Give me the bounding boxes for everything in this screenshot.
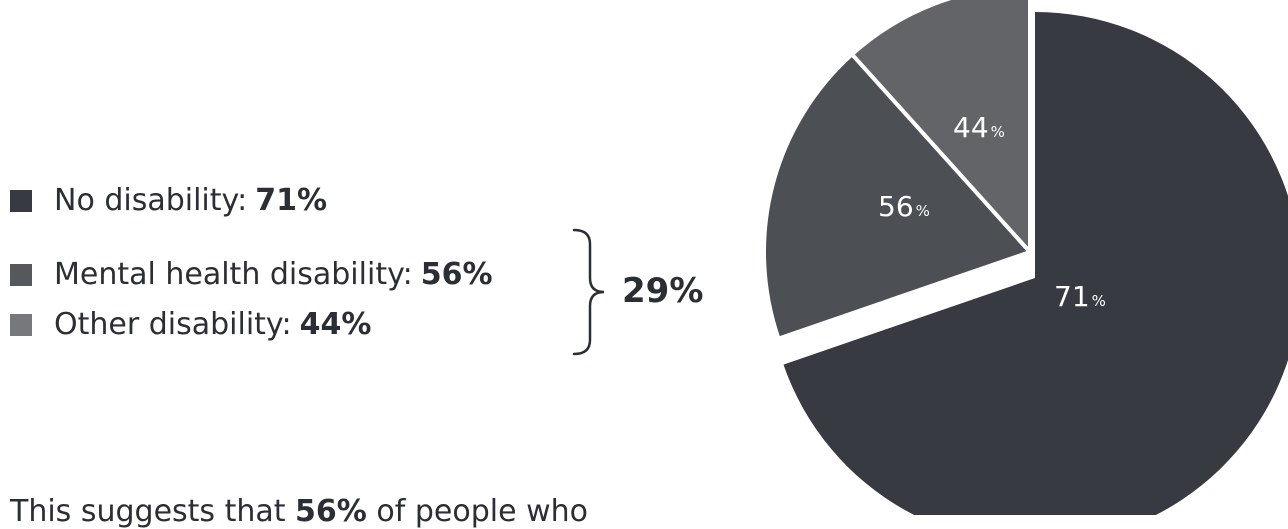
pie-slice-mental-health — [762, 52, 1032, 341]
legend-item-no-disability: No disability: 71% — [10, 186, 327, 216]
legend-value-no-disability: 71% — [255, 183, 328, 218]
legend-swatch-mental-health — [10, 264, 32, 286]
footer-text: This suggests that 56% of people who — [10, 497, 588, 527]
legend-item-other-disability: Other disability: 44% — [10, 310, 371, 340]
legend-label-no-disability: No disability: — [54, 183, 248, 218]
legend-label-other-disability: Other disability: — [54, 307, 292, 342]
pie-slice-no-disability — [783, 12, 1288, 515]
legend-value-other-disability: 44% — [299, 307, 372, 342]
footer-lead: This suggests that — [10, 494, 296, 529]
group-total-label: 29% — [622, 271, 704, 311]
pie-chart: 71 % 56 % 44% — [762, 0, 1288, 515]
group-brace — [572, 228, 605, 356]
legend-value-mental-health: 56% — [420, 257, 493, 292]
footer-rest: of people who — [366, 494, 588, 529]
legend-item-mental-health: Mental health disability: 56% — [10, 260, 493, 290]
legend-swatch-other-disability — [10, 314, 32, 336]
legend-swatch-no-disability — [10, 190, 32, 212]
slice-label-mental-health: 56% — [878, 190, 930, 223]
footer-highlight: 56% — [295, 494, 367, 529]
slice-label-no-disability: 71% — [1054, 280, 1106, 313]
pie-slice-other-disability — [850, 0, 1032, 254]
legend-label-mental-health: Mental health disability: — [54, 257, 413, 292]
slice-label-other-disability: 44% — [953, 111, 1005, 144]
